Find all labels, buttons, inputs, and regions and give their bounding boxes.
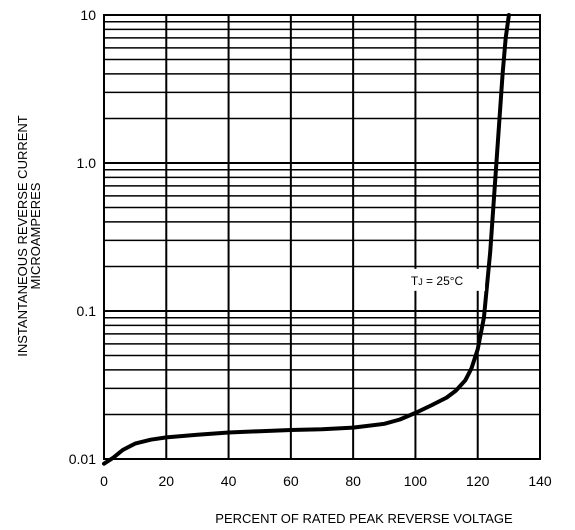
x-tick-label: 140	[528, 473, 552, 489]
x-tick-label: 60	[283, 473, 299, 489]
x-tick-label: 40	[221, 473, 237, 489]
annotation: TJ = 25°C	[389, 268, 486, 291]
y-axis-ticks: 0.01 0.1 1.0 10	[69, 7, 96, 467]
x-tick-label: 0	[100, 473, 108, 489]
y-tick-label: 10	[80, 7, 96, 23]
x-tick-label: 100	[404, 473, 428, 489]
y-tick-label: 0.01	[69, 451, 96, 467]
reverse-current-curve	[102, 13, 511, 466]
x-tick-label: 80	[345, 473, 361, 489]
x-tick-label: 120	[466, 473, 490, 489]
x-tick-label: 20	[158, 473, 174, 489]
grid	[103, 14, 541, 460]
annotation-text: TJ = 25°C	[411, 274, 464, 288]
y-tick-label: 1.0	[77, 155, 97, 171]
curve	[102, 13, 511, 466]
annotation-background	[389, 268, 486, 291]
y-axis-title-line-2: MICROAMPERES	[28, 182, 43, 289]
y-axis-title: INSTANTANEOUS REVERSE CURRENT MICROAMPER…	[15, 115, 43, 357]
plot-border	[103, 14, 541, 460]
y-tick-label: 0.1	[77, 303, 97, 319]
y-axis-title-line-1: INSTANTANEOUS REVERSE CURRENT	[15, 115, 30, 357]
x-axis-ticks: 0 20 40 60 80 100 120 140	[100, 473, 552, 489]
plot-frame	[103, 14, 541, 460]
x-axis-title: PERCENT OF RATED PEAK REVERSE VOLTAGE	[215, 511, 513, 526]
